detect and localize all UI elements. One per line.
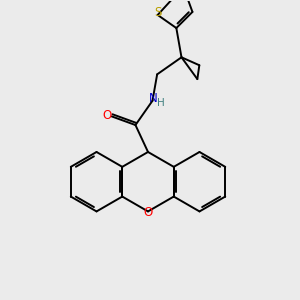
Text: O: O [102, 109, 111, 122]
Text: N: N [149, 92, 158, 105]
Text: H: H [157, 98, 164, 108]
Text: O: O [143, 206, 153, 219]
Text: S: S [154, 7, 161, 20]
